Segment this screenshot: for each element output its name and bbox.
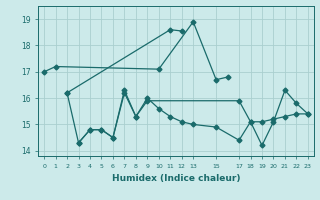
X-axis label: Humidex (Indice chaleur): Humidex (Indice chaleur)	[112, 174, 240, 183]
